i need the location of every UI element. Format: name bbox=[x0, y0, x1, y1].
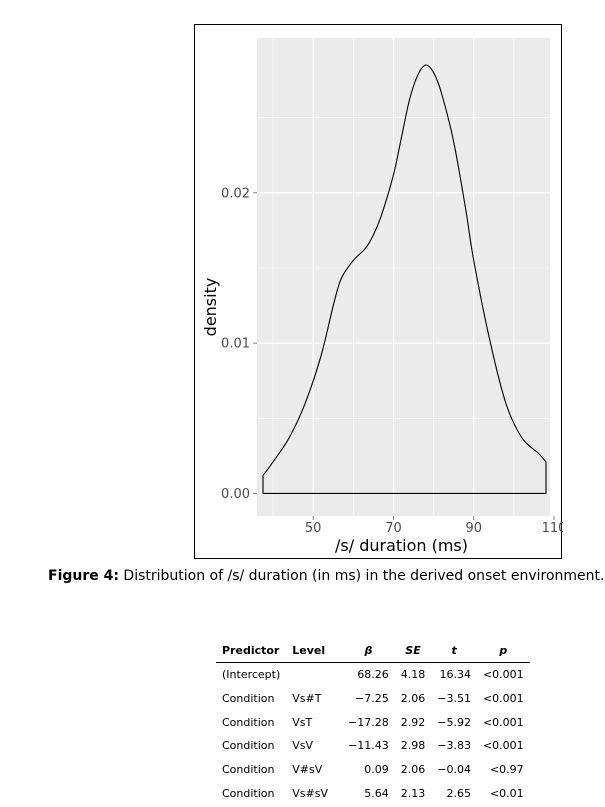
y-tick-label: 0.00 bbox=[221, 487, 250, 502]
cell-p: <0.01 bbox=[489, 786, 524, 800]
cell-predictor: Condition bbox=[222, 763, 275, 777]
x-tick-label: 50 bbox=[305, 521, 322, 536]
header-p: p bbox=[476, 640, 530, 663]
x-tick-label: 110 bbox=[542, 521, 563, 536]
y-tick-labels: 0.00 0.01 0.02 bbox=[221, 186, 250, 502]
cell-se: 2.92 bbox=[400, 715, 426, 729]
x-axis-title: /s/ duration (ms) bbox=[335, 536, 468, 555]
cell-se: 2.13 bbox=[400, 786, 426, 800]
cell-beta: −11.43 bbox=[348, 739, 389, 753]
cell-predictor: Condition bbox=[222, 739, 275, 753]
cell-beta: −17.28 bbox=[348, 715, 389, 729]
regression-table: Predictor Level β SE t p (Intercept) 68.2… bbox=[216, 640, 530, 805]
cell-t: 2.65 bbox=[446, 786, 471, 800]
y-axis-title: density bbox=[201, 278, 220, 337]
cell-t: −0.04 bbox=[437, 763, 471, 777]
figure-frame: 50 70 90 110 0.00 0.01 0.02 /s/ duration (ms)… bbox=[194, 24, 563, 559]
cell-se: 2.98 bbox=[400, 739, 426, 753]
cell-se: 2.06 bbox=[400, 763, 426, 777]
cell-t: 16.34 bbox=[439, 668, 471, 682]
cell-predictor: Condition bbox=[222, 715, 275, 729]
cell-level: VsT bbox=[292, 715, 313, 729]
header-predictor: Predictor bbox=[216, 640, 287, 663]
table-row: Condition V#sV 0.09 2.06 −0.04 <0.97 bbox=[216, 758, 530, 782]
table-row: Condition VsV −11.43 2.98 −3.83 <0.001 bbox=[216, 734, 530, 758]
cell-level: VsV bbox=[292, 739, 314, 753]
header-t: t bbox=[431, 640, 477, 663]
x-tick-label: 70 bbox=[385, 521, 402, 536]
header-beta: β bbox=[342, 640, 395, 663]
cell-predictor: Condition bbox=[222, 692, 275, 706]
cell-se: 4.18 bbox=[400, 668, 426, 682]
cell-beta: −7.25 bbox=[355, 692, 389, 706]
table-row: Condition VsT −17.28 2.92 −5.92 <0.001 bbox=[216, 710, 530, 734]
cell-p: <0.001 bbox=[482, 739, 524, 753]
figure-caption: Figure 4: Distribution of /s/ duration (… bbox=[48, 568, 605, 584]
cell-t: −5.92 bbox=[437, 715, 471, 729]
axis-ticks bbox=[253, 192, 555, 520]
cell-predictor: (Intercept) bbox=[222, 668, 281, 682]
header-level: Level bbox=[286, 640, 343, 663]
cell-p: <0.001 bbox=[482, 668, 524, 682]
cell-beta: 5.64 bbox=[364, 786, 389, 800]
y-tick-label: 0.02 bbox=[221, 186, 250, 201]
cell-level: Vs#T bbox=[292, 692, 322, 706]
cell-predictor: Condition bbox=[222, 786, 275, 800]
grid-minor bbox=[257, 38, 550, 516]
x-tick-labels: 50 70 90 110 bbox=[305, 521, 563, 536]
cell-se: 2.06 bbox=[400, 692, 426, 706]
cell-p: <0.001 bbox=[482, 715, 524, 729]
table-header-row: Predictor Level β SE t p bbox=[216, 640, 530, 663]
cell-t: −3.51 bbox=[437, 692, 471, 706]
cell-t: −3.83 bbox=[437, 739, 471, 753]
table-body: (Intercept) 68.26 4.18 16.34 <0.001 Condition… bbox=[216, 663, 530, 806]
caption-text: Distribution of /s/ duration (in ms) in … bbox=[118, 568, 605, 584]
table-row: (Intercept) 68.26 4.18 16.34 <0.001 bbox=[216, 663, 530, 687]
cell-p: <0.001 bbox=[482, 692, 524, 706]
cell-level: Vs#sV bbox=[292, 786, 329, 800]
header-se: SE bbox=[394, 640, 432, 663]
x-tick-label: 90 bbox=[465, 521, 482, 536]
plot-panel bbox=[257, 38, 550, 516]
y-tick-label: 0.01 bbox=[221, 337, 250, 352]
cell-beta: 0.09 bbox=[364, 763, 389, 777]
table-row: Condition Vs#T −7.25 2.06 −3.51 <0.001 bbox=[216, 687, 530, 711]
density-curve bbox=[262, 64, 547, 495]
table-row: Condition Vs#sV 5.64 2.13 2.65 <0.01 bbox=[216, 781, 530, 805]
cell-level bbox=[286, 663, 342, 687]
density-plot: 50 70 90 110 0.00 0.01 0.02 /s/ duration (ms)… bbox=[201, 38, 563, 555]
cell-beta: 68.26 bbox=[357, 668, 389, 682]
caption-label: Figure 4: bbox=[48, 568, 119, 584]
cell-p: <0.97 bbox=[489, 763, 524, 777]
cell-level: V#sV bbox=[292, 763, 323, 777]
